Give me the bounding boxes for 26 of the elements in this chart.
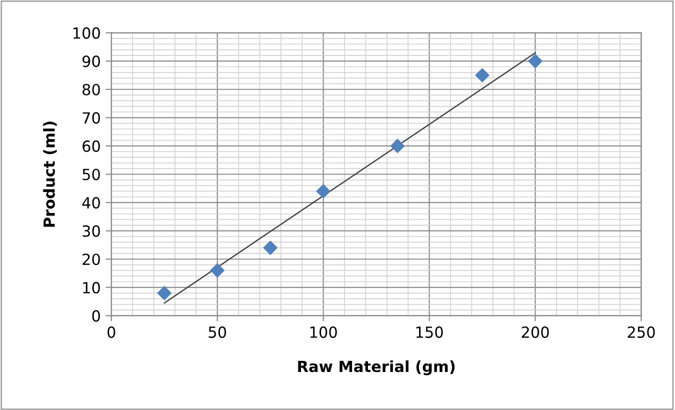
point	[475, 68, 490, 83]
y-tick-label: 70	[82, 112, 100, 124]
x-tick-label: 50	[208, 326, 226, 338]
x-tick-label: 250	[628, 326, 655, 338]
y-tick-label: 10	[83, 282, 100, 294]
x-tick-label: 150	[416, 326, 443, 338]
y-tick-label: 100	[73, 27, 100, 39]
y-tick-label: 0	[92, 310, 100, 322]
y-axis-title: Product (ml)	[43, 122, 57, 227]
x-tick-label: 0	[108, 326, 116, 338]
point	[210, 263, 225, 278]
y-tick-label: 80	[82, 84, 100, 96]
x-axis-title: Raw Material (gm)	[298, 360, 455, 376]
y-tick-label: 60	[82, 140, 100, 152]
point	[528, 54, 543, 68]
y-tick-label: 30	[82, 225, 100, 237]
y-tick-label: 20	[82, 254, 100, 266]
point	[263, 240, 278, 256]
y-tick-label: 40	[82, 197, 100, 209]
x-tick-label: 200	[522, 326, 549, 338]
point	[157, 286, 172, 300]
y-tick-label: 50	[82, 168, 100, 180]
point	[390, 138, 405, 154]
x-tick-label: 100	[310, 326, 337, 338]
point	[316, 184, 331, 199]
y-tick-label: 90	[82, 56, 100, 68]
